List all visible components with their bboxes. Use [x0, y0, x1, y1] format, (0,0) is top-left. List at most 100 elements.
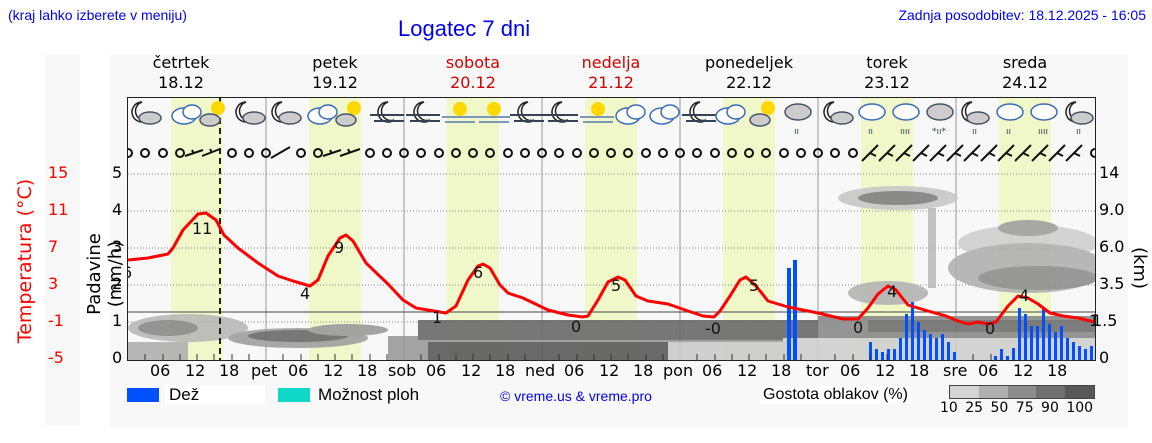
cloudy-icon [171, 104, 202, 125]
day-header: četrtek 18.12 [152, 53, 210, 92]
night-fog-icon [510, 101, 544, 123]
day-header: sobota 20.12 [445, 53, 501, 92]
cloudy-rain-icon: ıııı [892, 103, 920, 137]
svg-text:0: 0 [853, 318, 863, 337]
weather-icons-row: ıı ıı ıııı *ıı* ıı ıı ıııı ıı [131, 101, 1094, 137]
last-update: Zadnja posodobitev: 18.12.2025 - 16:05 [898, 7, 1146, 23]
temperature-tick: 15 [48, 163, 69, 182]
temperature-axis-label: Temperatura (°C) [14, 178, 36, 344]
svg-text:0: 0 [571, 317, 581, 336]
svg-text:1: 1 [432, 308, 442, 327]
precipitation-tick: 1 [112, 311, 123, 330]
night-cloudy-icon [823, 101, 854, 125]
forecast-plot: 6 11 4 9 1 6 0 5 -0 5 0 4 0 4 1 [127, 97, 1096, 361]
x-tick: 18 [357, 361, 378, 380]
storm-legend-swatch [278, 388, 310, 402]
cloud-density-scale-labels: 10 25 50 75 90 100 [940, 400, 1094, 416]
night-fog-icon [370, 101, 404, 123]
x-tick: 06 [150, 361, 171, 380]
svg-text:4: 4 [300, 284, 310, 303]
svg-text:5: 5 [611, 276, 621, 295]
wind-row [128, 144, 1095, 162]
svg-text:4: 4 [887, 282, 897, 301]
cloud-height-tick: 14 [1099, 163, 1120, 182]
cloudy-icon [715, 104, 746, 125]
svg-text:*ıı*: *ıı* [932, 127, 947, 137]
sun-fog-icon [476, 102, 510, 123]
temperature-line [128, 211, 1095, 326]
sun-fog-icon [442, 102, 476, 123]
svg-text:ıı: ıı [794, 127, 799, 137]
temperature-tick: -1 [48, 311, 64, 330]
night-cloudy-rain-icon: ıı [1065, 101, 1094, 137]
precipitation-tick: 3 [112, 237, 123, 256]
precipitation-tick: 4 [112, 200, 123, 219]
x-tick: 18 [771, 361, 792, 380]
precipitation-tick: 0 [112, 348, 123, 367]
copyright-link[interactable]: © vreme.us & vreme.pro [500, 388, 652, 404]
svg-text:9: 9 [334, 238, 344, 257]
cloudy-light-rain-icon: ıı [784, 103, 812, 137]
svg-text:-0: -0 [705, 319, 721, 338]
x-tick: 12 [599, 361, 620, 380]
x-tick: tor [806, 361, 829, 380]
x-tick: pon [663, 361, 694, 380]
x-tick: 12 [737, 361, 758, 380]
cloud-density [128, 186, 1095, 360]
storm-legend-label: Možnost ploh [314, 385, 424, 405]
temperature-tick: 7 [48, 237, 59, 256]
x-tick: 12 [323, 361, 344, 380]
rain-legend-label: Dež [165, 385, 265, 405]
page-title: Logatec 7 dni [398, 16, 531, 41]
night-fog-icon [682, 101, 716, 123]
svg-text:ıı: ıı [1076, 127, 1081, 137]
svg-text:ıı: ıı [868, 127, 873, 137]
x-tick: pet [251, 361, 278, 380]
x-tick: 18 [1047, 361, 1068, 380]
night-partly-cloudy-icon [235, 101, 266, 125]
day-header: sreda 24.12 [1002, 53, 1048, 92]
svg-text:ıııı: ıııı [1038, 127, 1048, 137]
x-tick: sob [388, 361, 417, 380]
day-header: nedelja 21.12 [581, 53, 641, 92]
night-partly-cloudy-icon [131, 101, 162, 125]
svg-text:5: 5 [749, 276, 759, 295]
cloud-height-tick: 0 [1099, 348, 1110, 367]
svg-text:0: 0 [985, 319, 995, 338]
x-tick: 18 [633, 361, 654, 380]
precipitation-tick: 5 [112, 163, 123, 182]
sun-cloud-icon [335, 101, 361, 127]
x-tick: 06 [288, 361, 309, 380]
sun-cloud-icon [199, 101, 225, 127]
rain-bars [787, 260, 1093, 360]
cloud-height-tick: 1.5 [1092, 311, 1118, 330]
cloudy-icon [307, 104, 338, 125]
day-header: torek 23.12 [864, 53, 910, 92]
temperature-tick: 11 [48, 200, 69, 219]
cloud-height-tick: 6.0 [1099, 237, 1125, 256]
cloudy-light-rain-icon: ıı [858, 103, 886, 137]
x-tick: 06 [426, 361, 447, 380]
cloud-density-scale [949, 385, 1095, 399]
sun-cloud-icon [749, 101, 775, 127]
svg-text:ıı: ıı [972, 127, 977, 137]
x-tick: 06 [978, 361, 999, 380]
x-tick: 06 [702, 361, 723, 380]
region-menu-hint[interactable]: (kraj lahko izberete v meniju) [8, 7, 187, 23]
cloudy-icon [615, 104, 646, 125]
day-header: ponedeljek 22.12 [705, 53, 793, 92]
cloudy-light-rain-icon: ıı [996, 103, 1024, 137]
cloudy-icon [649, 104, 680, 125]
x-tick: 12 [461, 361, 482, 380]
svg-text:ıı: ıı [1006, 127, 1011, 137]
cloudy-rain-icon: ıııı [1030, 103, 1058, 137]
svg-text:ıııı: ıııı [900, 127, 910, 137]
svg-text:6: 6 [473, 263, 483, 282]
cloud-height-axis-label: Višina oblakov (km) [1129, 203, 1152, 333]
rain-legend-swatch [127, 388, 159, 402]
temperature-axis-panel [45, 55, 80, 425]
sun-fog-icon [580, 102, 614, 123]
precipitation-tick: 2 [112, 274, 123, 293]
temperature-tick: 3 [48, 274, 59, 293]
x-tick: 18 [909, 361, 930, 380]
